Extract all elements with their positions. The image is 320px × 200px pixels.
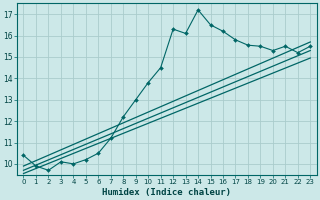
X-axis label: Humidex (Indice chaleur): Humidex (Indice chaleur): [102, 188, 231, 197]
